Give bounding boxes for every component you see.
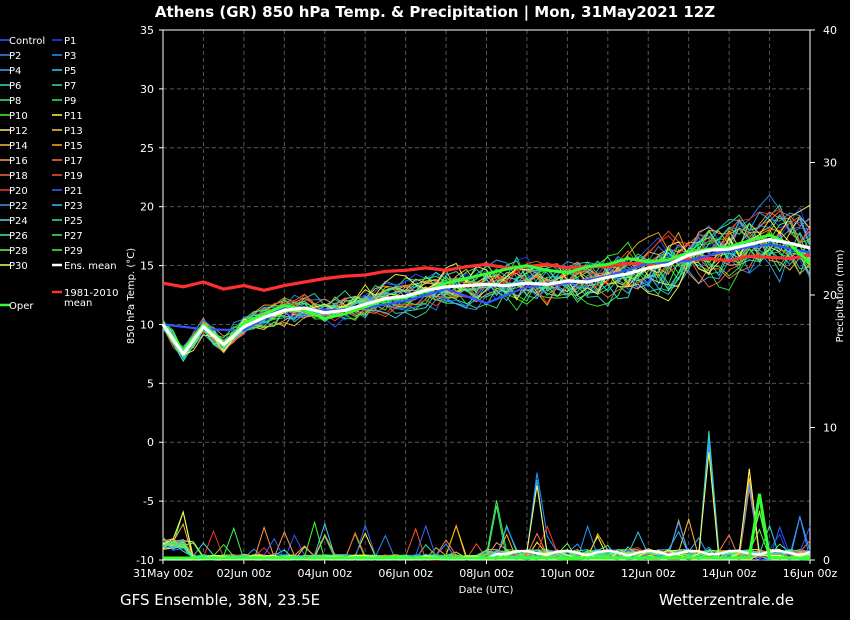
footer-site-name: Wetterzentrale.de [659,591,794,609]
main-series-lines [161,233,812,356]
legend-label: P9 [64,96,76,107]
y-axis-label: 850 hPa Temp. (°C) [126,248,137,344]
legend-label: P12 [9,126,28,137]
legend-label: P3 [64,51,76,62]
y2-tick-label: 20 [823,289,837,302]
series-line-1981-2010-mean [162,253,811,292]
ensemble-member-line [162,219,811,356]
legend-label: P22 [9,201,28,212]
legend-label: P16 [9,156,28,167]
legend-label: Control [9,36,45,47]
y-tick-label: 20 [140,201,154,214]
y-tick-label: 25 [140,142,154,155]
legend-label: P26 [9,231,28,242]
legend-label: P1 [64,36,76,47]
legend-label: P19 [64,171,83,182]
chart-title: Athens (GR) 850 hPa Temp. & Precipitatio… [155,3,715,22]
footer-model-info: GFS Ensemble, 38N, 23.5E [120,591,320,609]
legend-label: P13 [64,126,83,137]
legend-label: P4 [9,66,21,77]
legend-label: P23 [64,201,83,212]
x-axis-ticks: 31May 00z 02Jun 00z 04Jun 00z 06Jun 00z 08Ju… [133,560,837,580]
legend-label: P27 [64,231,83,242]
legend-label: P28 [9,246,28,257]
legend-label: P5 [64,66,76,77]
x-tick-label: 14Jun 00z [702,567,757,580]
legend-label: P18 [9,171,28,182]
legend-label: P24 [9,216,28,227]
legend-label: P6 [9,81,21,92]
legend-label: Oper [9,301,34,312]
grid-lines [163,30,810,560]
x-tick-label: 10Jun 00z [540,567,595,580]
y2-tick-label: 0 [823,554,830,567]
y-tick-label: 30 [140,83,154,96]
y2-tick-label: 30 [823,157,837,170]
legend-label: P7 [64,81,76,92]
y-axis-ticks: 35 30 25 20 15 10 5 0 -5 -10 [136,24,163,567]
y-tick-label: 0 [147,436,154,449]
x-tick-label: 04Jun 00z [298,567,353,580]
legend-label: P25 [64,216,83,227]
ensemble-member-line [162,213,811,348]
legend-label: P14 [9,141,28,152]
legend-label: P2 [9,51,21,62]
y-tick-label: -10 [136,554,154,567]
x-tick-label: 06Jun 00z [378,567,433,580]
legend-label: P20 [9,186,28,197]
y2-tick-label: 40 [823,24,837,37]
y-tick-label: -5 [143,495,154,508]
y2-tick-label: 10 [823,422,837,435]
precipitation-oper-line [163,493,810,560]
legend-label: 1981-2010 mean [64,288,119,309]
legend-label: P29 [64,246,83,257]
y-tick-label: 15 [140,260,154,273]
x-tick-label: 31May 00z [133,567,193,580]
y2-axis-ticks: 40 30 20 10 0 [810,24,837,567]
legend-label: P17 [64,156,83,167]
legend-label: P15 [64,141,83,152]
x-tick-label: 16Jun 00z [783,567,838,580]
x-axis-label: Date (UTC) [459,585,514,596]
legend-label: Ens. mean [64,261,117,272]
legend-label: P30 [9,261,28,272]
y-tick-label: 10 [140,318,154,331]
x-tick-label: 08Jun 00z [459,567,514,580]
x-tick-label: 12Jun 00z [621,567,676,580]
y-tick-label: 5 [147,377,154,390]
legend: Control P1 P2 P3 P4 P5 P6 P7 P8 P9 P10 P11 P12 P13 P14… [0,36,119,312]
legend-label: P21 [64,186,83,197]
precipitation-series [162,430,811,561]
y2-axis-label: Precipitation (mm) [835,249,846,342]
series-line-ens-mean [161,238,811,356]
x-tick-label: 02Jun 00z [217,567,272,580]
legend-label: P8 [9,96,21,107]
legend-label: P10 [9,111,28,122]
ensemble-member-line [162,220,811,353]
y-tick-label: 35 [140,24,154,37]
legend-label: P11 [64,111,83,122]
